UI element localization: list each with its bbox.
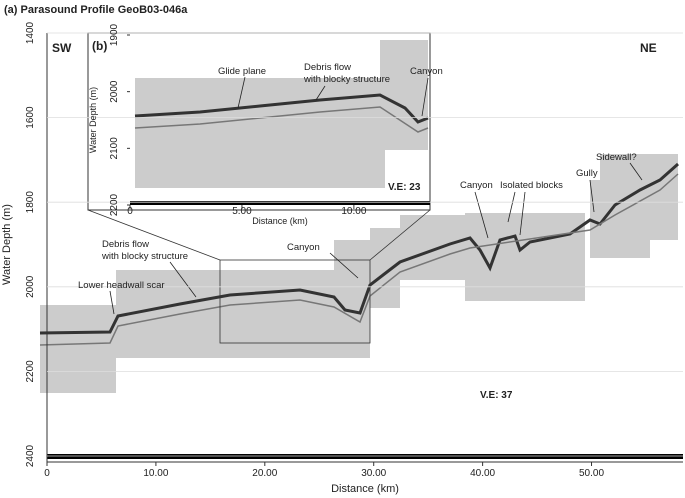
annotations: (a) Parasound Profile GeoB03-046a SW NE … [4,4,657,401]
annotation: with blocky structure [303,74,390,85]
y-tick-label: 1800 [25,191,36,214]
annotation: Canyon [410,66,443,77]
x-tick-label: 10.00 [341,206,366,217]
y-tick-label: 2200 [25,360,36,383]
seafloor [39,162,679,335]
x-tick-label: 5.00 [232,206,252,217]
x-tick-label: 30.00 [361,468,386,479]
x-tick-label: 40.00 [470,468,495,479]
arrows [109,76,643,315]
annotation: with blocky structure [101,251,188,262]
annotation: Lower headwall scar [78,280,165,291]
echogram [40,154,678,393]
y-tick-label: 2000 [109,80,120,103]
annotation: Isolated blocks [500,180,563,191]
inset-title: (b) [92,39,107,53]
annotation: Gully [576,168,598,179]
y-axis-label: Water Depth (m) [1,204,13,285]
y-tick-label: 1900 [109,23,120,46]
inset-seafloor [134,93,429,124]
annotation: Canyon [460,180,493,191]
x-tick-label: 20.00 [252,468,277,479]
seafloor-reflector [39,173,679,346]
x-tick-label: 50.00 [579,468,604,479]
annotation: V.E: 23 [388,182,421,193]
title: (a) Parasound Profile GeoB03-046a [4,4,188,16]
x-tick-label: 0 [44,468,50,479]
annotation: NE [640,41,657,55]
annotation: Canyon [287,242,320,253]
inset-box [87,209,431,344]
y-axis-label: Water Depth (m) [88,87,98,153]
x-tick-label: 0 [127,206,133,217]
inset-echogram [135,78,385,188]
inset-scale-bar [130,201,430,205]
inset-echogram [380,40,428,150]
annotation: Glide plane [218,66,266,77]
y-tick-label: 2400 [25,444,36,467]
annotation: V.E: 37 [480,390,513,401]
y-tick-label: 2200 [109,193,120,216]
y-tick-label: 1400 [25,21,36,44]
scale-bar [47,454,683,459]
inset-reflector [134,106,429,133]
annotation: Debris flow [304,62,351,73]
y-tick-label: 1600 [25,106,36,129]
y-tick-label: 2000 [25,275,36,298]
annotation: Sidewall? [596,152,637,163]
annotation: SW [52,41,72,55]
y-tick-label: 2100 [109,137,120,160]
x-axis-label: Distance (km) [331,483,399,495]
x-tick-label: 10.00 [143,468,168,479]
annotation: Debris flow [102,239,149,250]
x-axis-label: Distance (km) [252,216,308,226]
